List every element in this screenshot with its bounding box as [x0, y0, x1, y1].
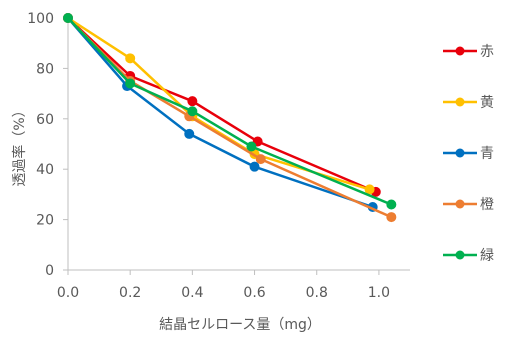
series-layer — [63, 13, 397, 223]
axes: 0 20 40 60 80 100 0.0 0.2 0.4 0.6 0.8 1.0 — [27, 11, 410, 301]
legend-swatch-marker — [455, 46, 465, 56]
data-point — [249, 161, 260, 172]
y-tick-label: 40 — [36, 162, 54, 178]
legend-label: 黄 — [480, 94, 494, 111]
y-tick-label: 80 — [36, 61, 54, 77]
data-point — [255, 154, 266, 165]
x-tick-label: 0.2 — [119, 285, 141, 301]
legend-swatch-marker — [455, 250, 465, 260]
x-tick-label: 0.8 — [306, 285, 328, 301]
x-axis-label: 結晶セルロース量（mg） — [159, 317, 321, 333]
legend-swatch-marker — [455, 97, 465, 107]
legend-label: 赤 — [480, 44, 494, 60]
data-point — [125, 78, 136, 89]
y-tick-label: 0 — [45, 263, 54, 279]
data-point — [187, 96, 198, 107]
data-point — [386, 199, 397, 210]
data-point — [386, 212, 397, 223]
data-point — [125, 53, 136, 64]
y-tick-label: 100 — [27, 11, 54, 27]
legend-item: 青 — [443, 146, 494, 162]
series-4 — [63, 13, 397, 223]
legend-item: 黄 — [443, 94, 494, 111]
y-axis-label: 透過率（%） — [11, 103, 28, 186]
legend-label: 橙 — [480, 197, 494, 213]
data-point — [246, 141, 257, 152]
series-line — [67, 16, 370, 191]
data-point — [184, 128, 195, 139]
legend-swatch-marker — [455, 199, 465, 209]
data-point — [63, 13, 73, 23]
y-tick-label: 20 — [36, 213, 54, 229]
series-2 — [63, 13, 375, 195]
legend-item: 緑 — [443, 248, 494, 264]
legend-label: 緑 — [480, 248, 494, 264]
x-tick-label: 0.4 — [181, 285, 203, 301]
legend-label: 青 — [480, 146, 494, 162]
series-line — [67, 17, 392, 219]
x-tick-label: 0.0 — [57, 285, 79, 301]
series-3 — [63, 13, 378, 212]
legend-swatch-marker — [455, 148, 465, 158]
series-5 — [63, 13, 397, 210]
legend-item: 橙 — [443, 197, 494, 213]
x-tick-label: 0.6 — [243, 285, 265, 301]
y-tick-label: 60 — [36, 112, 54, 128]
x-tick-label: 1.0 — [368, 285, 390, 301]
data-point — [187, 106, 198, 117]
series-1 — [63, 13, 381, 197]
series-line — [67, 17, 377, 194]
data-point — [364, 184, 375, 195]
legend-item: 赤 — [443, 44, 494, 60]
